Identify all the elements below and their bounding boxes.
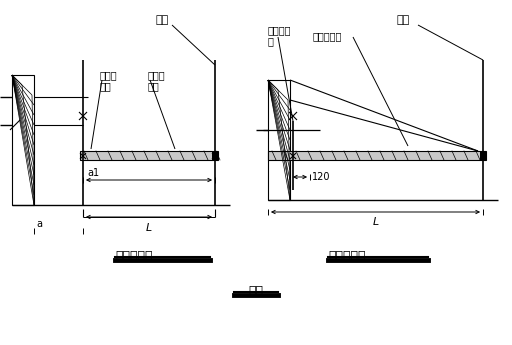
Bar xyxy=(268,80,290,200)
Text: 纵向水
平杆: 纵向水 平杆 xyxy=(148,70,165,92)
Bar xyxy=(268,151,486,160)
Text: 立杆: 立杆 xyxy=(155,15,168,25)
Text: 横向水
平杆: 横向水 平杆 xyxy=(100,70,118,92)
Text: L: L xyxy=(372,217,379,227)
Bar xyxy=(212,151,218,160)
Bar xyxy=(12,75,34,205)
Bar xyxy=(480,151,486,160)
Text: 立杆: 立杆 xyxy=(396,15,410,25)
Text: 双排脚手架: 双排脚手架 xyxy=(115,250,153,263)
Text: 120: 120 xyxy=(312,172,331,182)
Text: 纵向水平杆: 纵向水平杆 xyxy=(313,31,343,41)
Text: 横向水平
杆: 横向水平 杆 xyxy=(268,25,291,47)
Bar xyxy=(80,151,218,160)
Text: a: a xyxy=(36,219,42,229)
Text: 图一: 图一 xyxy=(248,285,264,298)
Text: a1: a1 xyxy=(87,168,99,178)
Text: L: L xyxy=(146,223,152,233)
Text: 单排脚手架: 单排脚手架 xyxy=(328,250,366,263)
